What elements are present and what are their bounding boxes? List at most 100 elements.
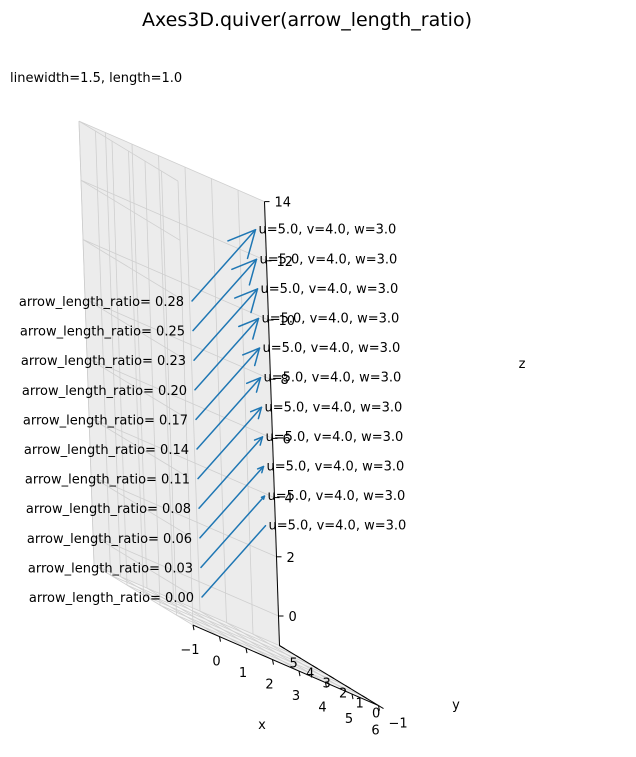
arrow-head <box>256 465 265 474</box>
chart-subtitle: linewidth=1.5, length=1.0 <box>10 71 182 86</box>
tick-mark <box>272 659 274 665</box>
grid-line <box>177 181 194 626</box>
grid-line <box>131 144 148 589</box>
grid-line <box>78 120 265 202</box>
axes-grid <box>78 120 379 706</box>
grid-line <box>88 416 189 478</box>
x-tick-label: −1 <box>180 643 199 658</box>
ratio-label: arrow_length_ratio= 0.17 <box>23 413 188 428</box>
vector-label: u=5.0, v=4.0, w=3.0 <box>268 489 406 504</box>
chart-title: Axes3D.quiver(arrow_length_ratio) <box>142 9 472 31</box>
arrow-shaft <box>191 228 257 302</box>
tick-mark <box>312 665 318 670</box>
tick-mark <box>298 671 301 677</box>
arrow-shaft <box>192 258 258 332</box>
ratio-label: arrow_length_ratio= 0.14 <box>24 443 189 458</box>
grid-line <box>159 604 346 686</box>
y-tick-label: 4 <box>306 667 314 682</box>
arrow-head <box>234 288 259 314</box>
tick-mark <box>219 636 221 642</box>
grid-line <box>92 535 279 617</box>
ratio-label: arrow_length_ratio= 0.25 <box>20 325 185 340</box>
tick-mark <box>245 648 248 654</box>
tick-mark <box>328 675 335 680</box>
x-tick-label: 3 <box>292 689 300 704</box>
vector-label: u=5.0, v=4.0, w=3.0 <box>259 223 397 238</box>
ratio-label: arrow_length_ratio= 0.20 <box>22 384 187 399</box>
ratio-label: arrow_length_ratio= 0.28 <box>19 295 184 310</box>
tick-mark <box>295 655 302 660</box>
arrow-head <box>231 258 258 286</box>
arrow-shaft <box>196 376 262 450</box>
x-tick-label: 5 <box>345 712 353 727</box>
arrow-shaft <box>201 524 267 598</box>
tick-mark <box>351 694 354 700</box>
grid-line <box>111 141 128 586</box>
grid-line <box>176 614 363 696</box>
vector-label: u=5.0, v=4.0, w=3.0 <box>260 252 398 267</box>
grid-line <box>143 594 330 676</box>
grid-line <box>128 151 144 596</box>
grid-line <box>88 416 275 498</box>
grid-line <box>92 535 193 596</box>
grid-line <box>110 574 297 656</box>
vector-label: u=5.0, v=4.0, w=3.0 <box>263 341 401 356</box>
ratio-label: arrow_length_ratio= 0.11 <box>25 473 190 488</box>
z-tick-label: 2 <box>287 551 295 566</box>
arrow-head <box>227 228 257 260</box>
vector-label: u=5.0, v=4.0, w=3.0 <box>267 460 405 475</box>
arrow-head <box>253 436 264 446</box>
x-tick-label: 2 <box>265 678 273 693</box>
z-tick-label: 12 <box>277 255 294 270</box>
tick-mark <box>361 695 368 700</box>
vector-label: u=5.0, v=4.0, w=3.0 <box>264 371 402 386</box>
vector-label: u=5.0, v=4.0, w=3.0 <box>266 430 404 445</box>
grid-line <box>184 167 201 612</box>
x-tick-label: 6 <box>371 724 379 739</box>
grid-line <box>78 120 179 182</box>
arrow-shaft <box>199 465 265 539</box>
grid-line <box>86 357 187 419</box>
grid-line <box>82 239 269 321</box>
axes-lines <box>192 201 384 711</box>
grid-line <box>126 584 313 666</box>
grid-line <box>84 298 271 380</box>
grid-line <box>95 131 111 576</box>
grid-line <box>80 179 267 262</box>
arrow-head <box>238 317 260 340</box>
arrow-shaft <box>195 347 261 421</box>
ratio-label: arrow_length_ratio= 0.23 <box>21 354 186 369</box>
z-tick-label: 14 <box>275 196 292 211</box>
z-axis-line <box>264 201 280 646</box>
y-tick-label: −1 <box>389 717 408 732</box>
vector-label: u=5.0, v=4.0, w=3.0 <box>262 312 400 327</box>
tick-mark <box>325 682 327 688</box>
arrow-head <box>260 495 266 500</box>
grid-line <box>144 161 161 606</box>
grid-line <box>211 178 227 623</box>
ratio-label: arrow_length_ratio= 0.00 <box>29 591 194 606</box>
back-wall-pane <box>79 121 280 646</box>
ratio-labels: arrow_length_ratio= 0.00 arrow_length_rat… <box>19 295 194 606</box>
grid-line <box>86 357 273 439</box>
x-tick-label: 1 <box>239 666 247 681</box>
arrow-head <box>241 347 261 367</box>
vector-label: u=5.0, v=4.0, w=3.0 <box>269 519 407 534</box>
vector-label: u=5.0, v=4.0, w=3.0 <box>265 400 403 415</box>
grid-line <box>78 121 95 566</box>
z-tick-label: 10 <box>279 314 296 329</box>
z-tick-label: 6 <box>283 432 291 447</box>
grid-line <box>158 155 174 600</box>
y-tick-label: 5 <box>290 657 298 672</box>
y-axis-label: y <box>452 698 460 713</box>
x-tick-label: 0 <box>212 655 220 670</box>
grid-line <box>90 475 277 558</box>
grid-line <box>84 298 185 360</box>
grid-line <box>93 564 280 646</box>
vector-label: u=5.0, v=4.0, w=3.0 <box>261 282 399 297</box>
ratio-label: arrow_length_ratio= 0.08 <box>26 502 191 517</box>
vector-labels: u=5.0, v=4.0, w=3.0 u=5.0, v=4.0, w=3.0 u=… <box>259 223 407 534</box>
x-axis-line <box>192 624 379 707</box>
